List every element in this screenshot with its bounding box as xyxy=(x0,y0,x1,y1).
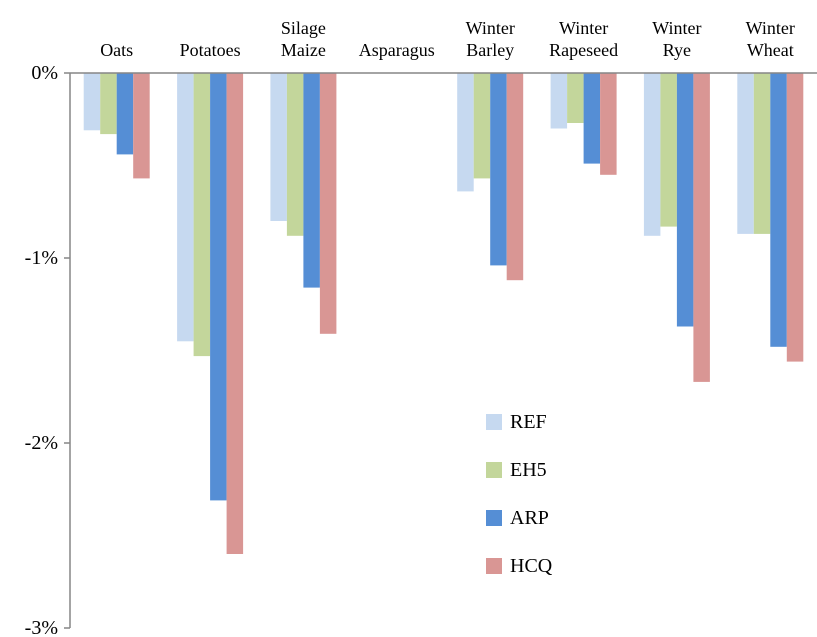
axis-layer xyxy=(64,72,817,629)
category-label: Winter Wheat xyxy=(746,18,795,60)
y-tick-label: 0% xyxy=(31,62,58,84)
bar-arp-5 xyxy=(583,73,601,164)
bar-hcq-1 xyxy=(226,73,244,554)
bar-eh5-7 xyxy=(753,73,771,234)
bar-arp-6 xyxy=(676,73,694,327)
y-tick-label: -1% xyxy=(25,247,58,269)
labels-layer: 0% -1% -2% -3% Oats Potatoes Silage Maize Aspara… xyxy=(25,18,795,637)
bar-hcq-4 xyxy=(506,73,524,281)
bar-hcq-6 xyxy=(693,73,710,382)
bar-eh5-4 xyxy=(473,73,491,179)
category-label: Silage Maize xyxy=(281,18,326,60)
bar-eh5-6 xyxy=(660,73,677,227)
bar-ref-4 xyxy=(457,73,474,192)
legend-label-eh5: EH5 xyxy=(510,459,547,481)
legend-label-hcq: HCQ xyxy=(510,555,553,577)
category-label: Asparagus xyxy=(359,40,435,60)
bar-arp-1 xyxy=(210,73,227,501)
y-tick-label: -3% xyxy=(25,617,58,637)
bar-ref-0 xyxy=(83,73,101,131)
bar-arp-2 xyxy=(303,73,320,288)
category-label: Winter Barley xyxy=(466,18,515,60)
y-tick-label: -2% xyxy=(25,432,58,454)
bar-eh5-0 xyxy=(100,73,117,135)
legend-swatch-eh5 xyxy=(486,462,502,478)
legend: REF EH5 ARP HCQ xyxy=(486,411,553,577)
bar-ref-7 xyxy=(737,73,754,234)
bar-eh5-2 xyxy=(286,73,304,236)
bar-ref-1 xyxy=(177,73,194,342)
bar-ref-6 xyxy=(643,73,661,236)
bar-hcq-2 xyxy=(319,73,337,334)
category-label: Winter Rapeseed xyxy=(549,18,618,60)
legend-label-arp: ARP xyxy=(510,507,549,529)
category-label: Winter Rye xyxy=(652,18,701,60)
legend-swatch-ref xyxy=(486,414,502,430)
bar-hcq-0 xyxy=(133,73,150,179)
legend-swatch-arp xyxy=(486,510,502,526)
bar-arp-4 xyxy=(490,73,507,266)
bar-arp-7 xyxy=(770,73,787,347)
bar-arp-0 xyxy=(116,73,134,155)
bar-ref-5 xyxy=(550,73,568,129)
category-label: Potatoes xyxy=(180,40,241,60)
legend-swatch-hcq xyxy=(486,558,502,574)
bar-hcq-7 xyxy=(786,73,804,362)
bar-hcq-5 xyxy=(600,73,617,175)
bar-eh5-5 xyxy=(567,73,584,123)
category-label: Oats xyxy=(100,40,133,60)
bar-eh5-1 xyxy=(193,73,211,357)
bar-ref-2 xyxy=(270,73,287,221)
bars-layer xyxy=(83,73,804,554)
legend-label-ref: REF xyxy=(510,411,547,433)
